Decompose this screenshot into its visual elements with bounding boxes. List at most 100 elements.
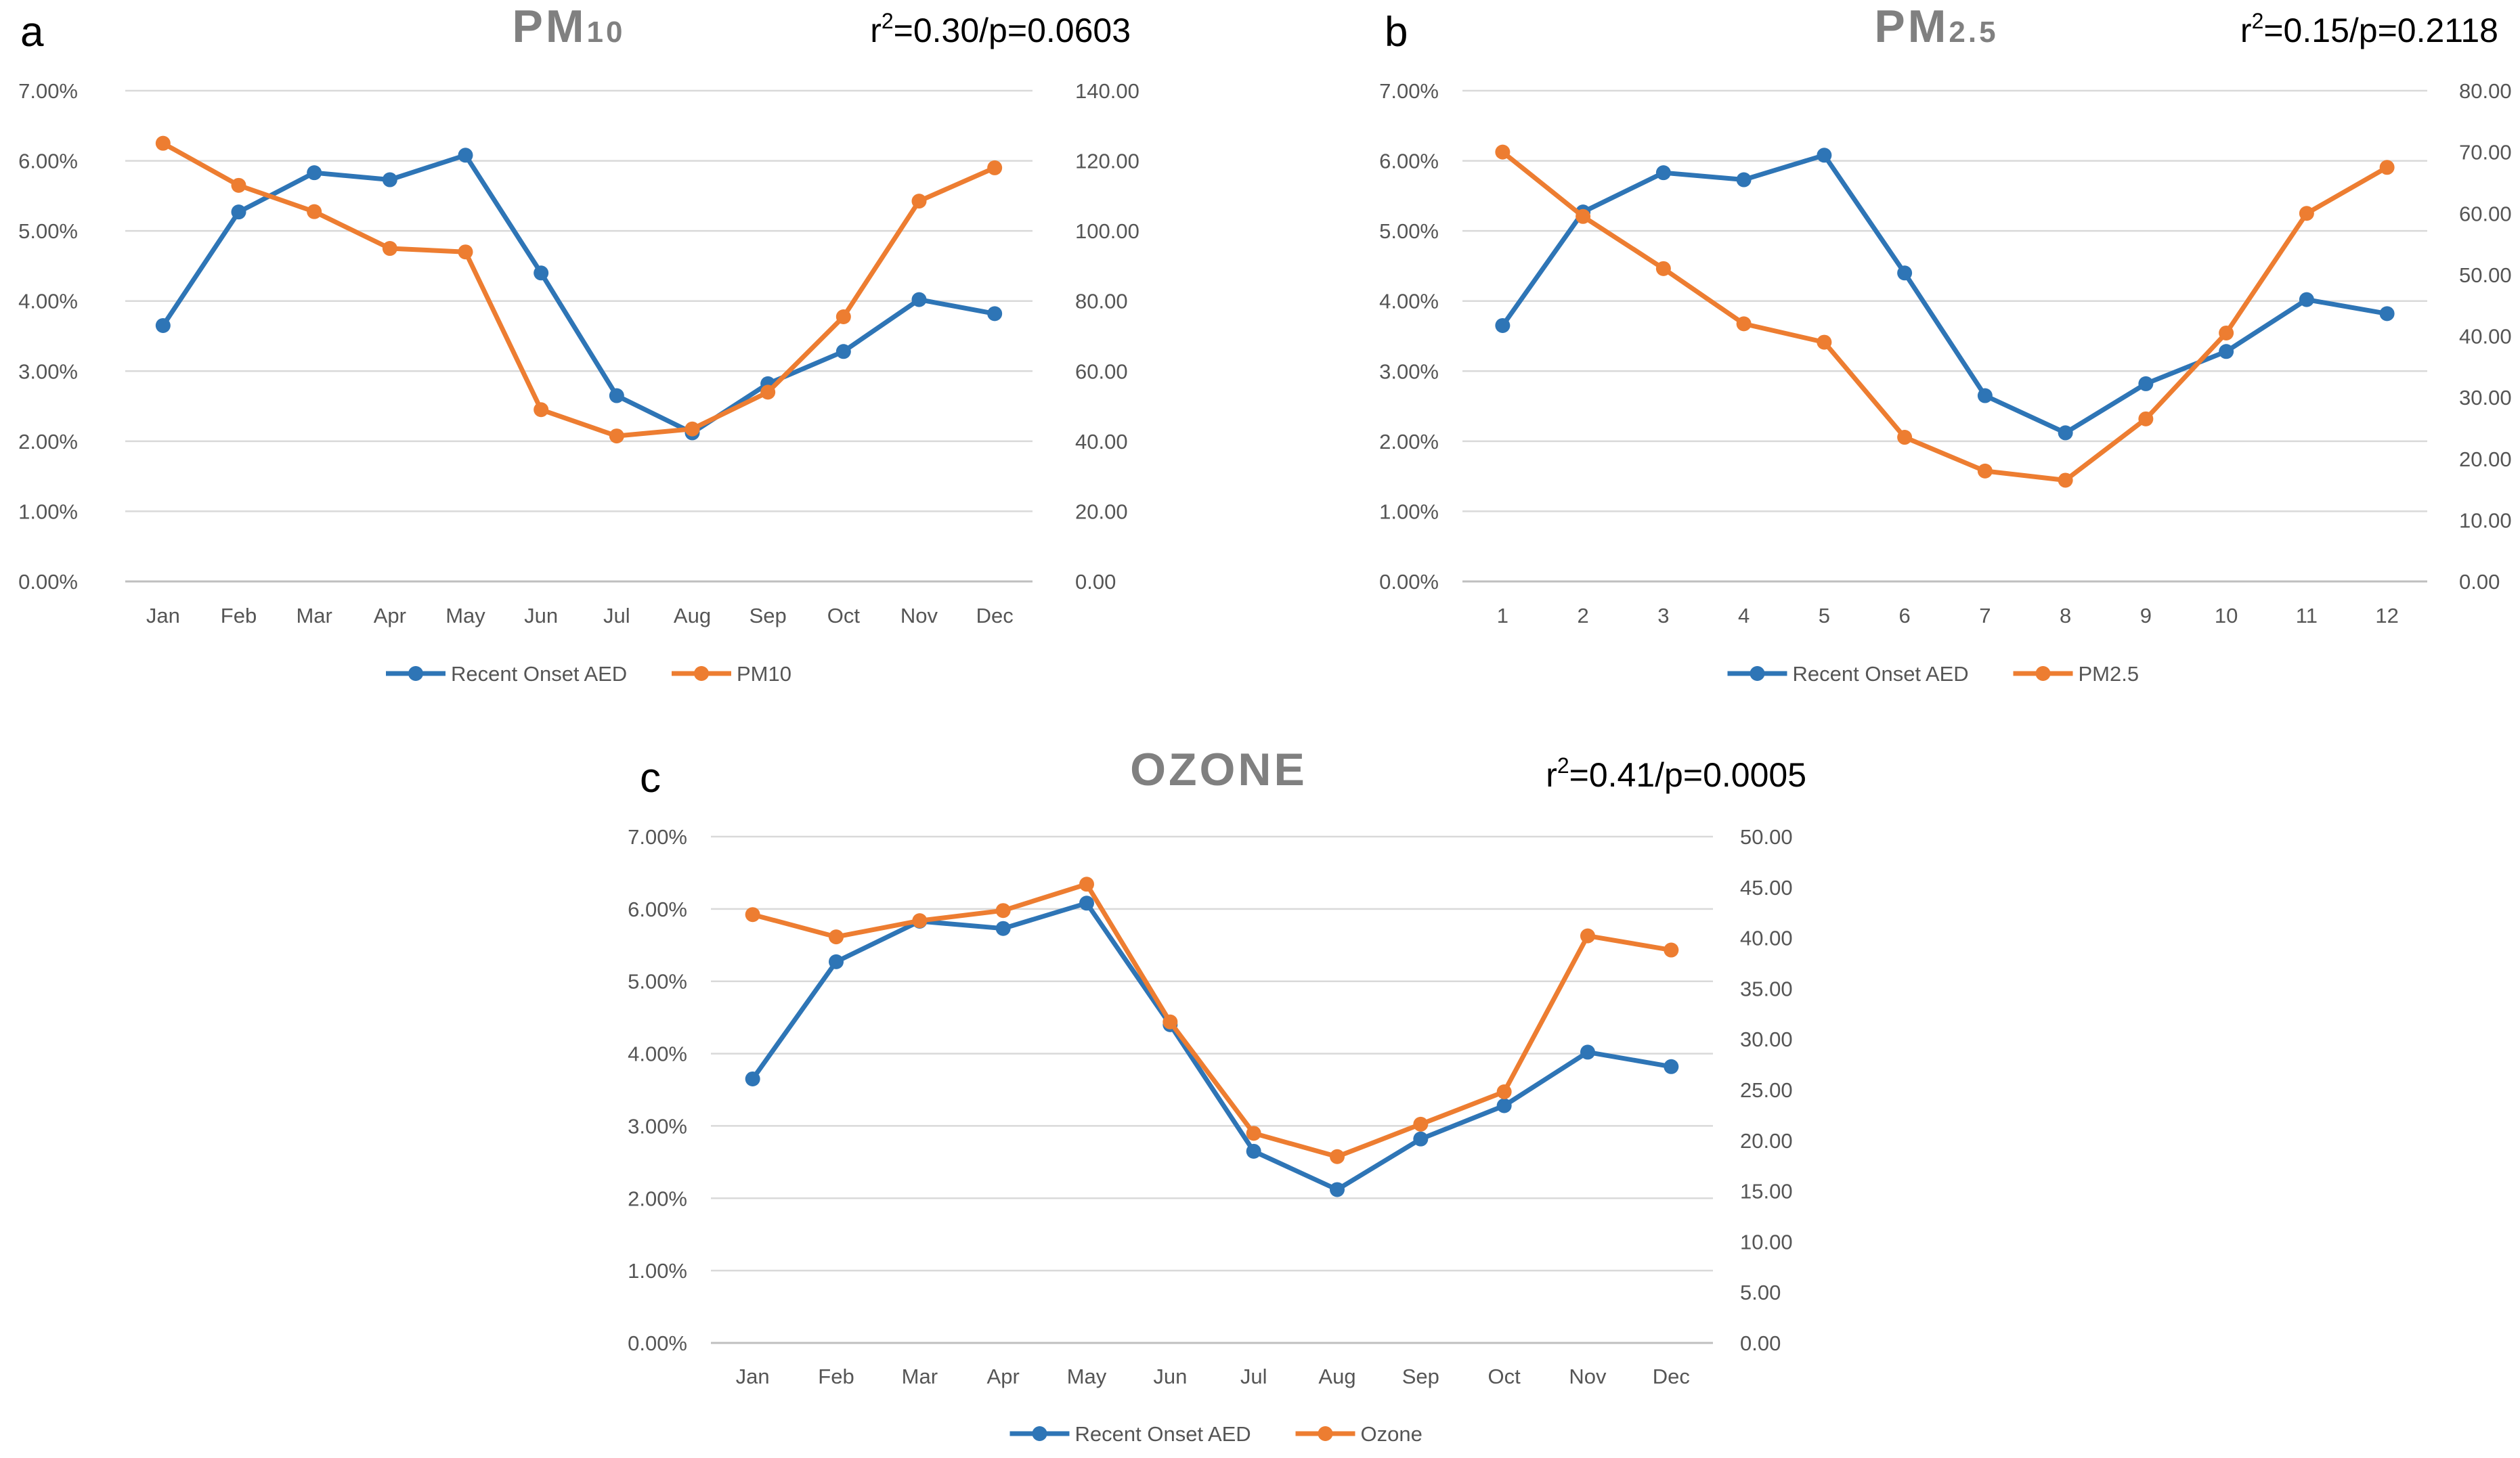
panel-letter: a (20, 9, 44, 56)
y-left-tick-label: 3.00% (628, 1114, 687, 1138)
y-left-tick-label: 3.00% (1379, 359, 1439, 383)
data-point-ozone (829, 929, 844, 945)
data-point-recent-onset-aed (458, 148, 473, 163)
x-tick-label: Oct (1488, 1365, 1521, 1388)
y-left-tick-label: 2.00% (18, 430, 78, 454)
stat-annotation: r2=0.30/p=0.0603 (870, 9, 1131, 49)
legend-swatch-marker (1318, 1426, 1333, 1441)
y-right-tick-label: 80.00 (2459, 79, 2512, 103)
y-right-tick-label: 120.00 (1075, 150, 1139, 173)
data-point-recent-onset-aed (1977, 388, 1993, 403)
data-point-pm2-5 (1736, 316, 1752, 332)
data-point-recent-onset-aed (835, 344, 851, 359)
data-point-pm2-5 (1495, 144, 1511, 160)
y-left-tick-label: 7.00% (628, 825, 687, 849)
y-right-tick-label: 0.00 (1075, 570, 1116, 594)
series-line-pm2-5 (1501, 150, 2389, 483)
data-point-pm2-5 (1817, 334, 1832, 350)
data-point-pm10 (987, 160, 1003, 175)
series-line-recent-onset-aed (160, 152, 995, 435)
legend-swatch-marker (1032, 1426, 1047, 1441)
legend-swatch-marker (2035, 666, 2051, 681)
x-tick-label: Jul (603, 604, 630, 627)
y-left-tick-label: 0.00% (1379, 570, 1439, 594)
series-line-recent-onset-aed (1500, 152, 2388, 435)
panel-c: c OZONE r2=0.41/p=0.0005 0.00% 1.00% 2.00% 3.0… (628, 744, 1806, 1446)
data-point-recent-onset-aed (1495, 317, 1511, 333)
data-point-pm2-5 (2058, 472, 2073, 488)
data-point-ozone (745, 907, 760, 923)
data-point-recent-onset-aed (382, 172, 397, 187)
data-point-pm2-5 (1576, 208, 1591, 224)
y-right-tick-label: 10.00 (2459, 508, 2512, 532)
y-left-tick-label: 6.00% (628, 898, 687, 921)
panel-b: b PM2.5 r2=0.15/p=0.21180.00%1.00%2.00%3.0… (1379, 1, 2511, 686)
y-right-tick-label: 60.00 (2459, 202, 2512, 225)
data-point-pm10 (155, 135, 171, 151)
x-tick-label: 4 (1738, 604, 1750, 627)
x-tick-label: 5 (1819, 604, 1830, 627)
data-point-recent-onset-aed (2058, 425, 2073, 441)
y-right-tick-label: 30.00 (1740, 1028, 1793, 1051)
data-point-ozone (1580, 928, 1595, 944)
y-right-tick-label: 35.00 (1740, 977, 1793, 1000)
data-point-recent-onset-aed (1736, 172, 1752, 187)
x-tick-label: Apr (374, 604, 406, 627)
y-right-tick-label: 40.00 (1740, 927, 1793, 950)
y-right-tick-label: 5.00 (1740, 1281, 1781, 1304)
x-tick-label: Jun (524, 604, 558, 627)
data-point-recent-onset-aed (2219, 344, 2234, 359)
data-point-pm2-5 (2299, 206, 2314, 221)
data-point-pm2-5 (1897, 430, 1913, 445)
x-tick-label: 1 (1497, 604, 1508, 627)
data-point-recent-onset-aed (231, 204, 246, 220)
legend-item-recent-onset-aed: Recent Onset AED (1009, 1422, 1251, 1446)
chart-title-main: OZONE (1130, 744, 1307, 795)
y-right-tick-label: 50.00 (1740, 825, 1793, 849)
data-point-recent-onset-aed (1580, 1044, 1595, 1060)
data-point-pm10 (231, 177, 246, 193)
x-tick-label: Jan (736, 1365, 770, 1388)
legend-item-recent-onset-aed: Recent Onset AED (1727, 662, 1969, 686)
series-line-recent-onset-aed (750, 900, 1672, 1192)
data-point-recent-onset-aed (829, 954, 844, 969)
y-left-tick-label: 4.00% (1379, 290, 1439, 313)
data-point-recent-onset-aed (1817, 148, 1832, 163)
data-point-recent-onset-aed (534, 265, 549, 281)
data-point-recent-onset-aed (1413, 1131, 1429, 1147)
y-left-tick-label: 0.00% (628, 1331, 687, 1355)
x-tick-label: Sep (750, 604, 787, 627)
x-tick-label: Feb (818, 1365, 854, 1388)
y-left-tick-label: 6.00% (1379, 150, 1439, 173)
y-left-tick-label: 6.00% (18, 150, 78, 173)
y-right-tick-label: 40.00 (2459, 325, 2512, 349)
stat-annotation: r2=0.41/p=0.0005 (1546, 753, 1806, 794)
chart-title: OZONE (1130, 744, 1307, 795)
data-point-recent-onset-aed (609, 388, 624, 403)
y-left-tick-label: 3.00% (18, 359, 78, 383)
data-point-pm2-5 (1655, 261, 1671, 276)
x-tick-label: Dec (1653, 1365, 1690, 1388)
y-right-tick-label: 15.00 (1740, 1180, 1793, 1203)
y-right-tick-label: 0.00 (2459, 570, 2500, 594)
y-left-tick-label: 4.00% (18, 290, 78, 313)
y-left-tick-label: 7.00% (1379, 79, 1439, 103)
x-tick-label: 7 (1979, 604, 1991, 627)
chart-title: PM10 (513, 1, 626, 52)
stat-annotation: r2=0.15/p=0.2118 (2240, 9, 2498, 49)
data-point-ozone (912, 913, 928, 929)
legend-item-pm2-5: PM2.5 (2013, 662, 2139, 686)
x-tick-label: Jun (1153, 1365, 1187, 1388)
y-right-tick-label: 25.00 (1740, 1078, 1793, 1102)
x-tick-label: Feb (221, 604, 257, 627)
legend-item-ozone: Ozone (1295, 1422, 1422, 1446)
data-point-ozone (1413, 1116, 1429, 1132)
data-point-ozone (1246, 1126, 1261, 1141)
x-tick-label: Nov (900, 604, 938, 627)
data-point-pm2-5 (2138, 411, 2154, 426)
data-point-pm10 (609, 428, 624, 444)
data-point-ozone (1664, 942, 1679, 958)
legend-swatch-marker (694, 666, 709, 681)
y-right-tick-label: 30.00 (2459, 386, 2512, 410)
y-left-tick-label: 1.00% (628, 1259, 687, 1283)
